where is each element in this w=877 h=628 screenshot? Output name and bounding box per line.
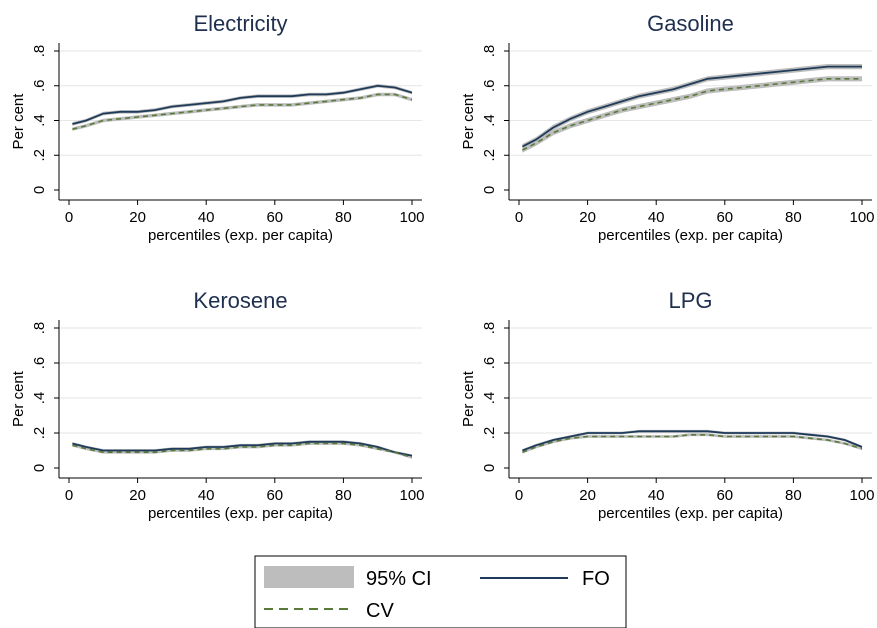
y-axis-label: Per cent [10, 93, 27, 150]
x-tick-label: 20 [129, 209, 146, 226]
y-tick-label: .2 [31, 149, 48, 162]
x-tick-label: 60 [266, 209, 283, 226]
x-tick-label: 0 [65, 487, 73, 504]
legend-fo-label: FO [582, 568, 610, 590]
panel-kerosene: Kerosene 0 .2 .4 .6 .8 Per cent 0 20 40 60 80 100 per… [10, 288, 425, 522]
y-tick-label: 0 [481, 464, 498, 472]
y-tick-label: .2 [481, 149, 498, 162]
series-line-fo [72, 440, 413, 457]
legend-ci-swatch [264, 566, 354, 588]
series-line-cv [522, 78, 862, 151]
y-tick-label: .4 [31, 114, 48, 127]
y-axis-label: Per cent [460, 370, 477, 427]
panel-gasoline: Gasoline 0 .2 .4 .6 .8 Per cent 0 20 40 60 80 100 per… [460, 11, 875, 244]
ci-band-cv [522, 76, 862, 153]
panel-title: Kerosene [193, 288, 287, 313]
x-tick-label: 80 [335, 487, 352, 504]
series-line-fo [72, 84, 413, 125]
y-axis-label: Per cent [460, 93, 477, 150]
y-tick-label: .2 [481, 427, 498, 440]
y-tick-label: .8 [481, 45, 498, 58]
y-tick-label: .4 [31, 392, 48, 405]
x-axis-label: percentiles (exp. per capita) [148, 227, 333, 244]
x-tick-label: 0 [515, 209, 523, 226]
x-tick-label: 60 [716, 487, 733, 504]
series-line-cv [72, 93, 413, 130]
x-tick-label: 0 [515, 487, 523, 504]
x-tick-label: 80 [335, 209, 352, 226]
x-tick-label: 40 [198, 209, 215, 226]
x-tick-label: 60 [716, 209, 733, 226]
x-tick-label: 40 [648, 487, 665, 504]
ci-band-cv [72, 92, 413, 131]
x-axis-label: percentiles (exp. per capita) [148, 505, 333, 522]
y-tick-label: 0 [31, 464, 48, 472]
x-tick-label: 20 [579, 487, 596, 504]
series-line-cv [522, 433, 863, 454]
panel-electricity: Electricity 0 .2 .4 .6 .8 Per cent 0 20 40 60 80 100… [10, 11, 425, 244]
x-tick-label: 100 [399, 487, 424, 504]
x-tick-label: 20 [129, 487, 146, 504]
x-tick-label: 80 [785, 209, 802, 226]
series-line-fo [521, 65, 862, 148]
x-tick-label: 100 [399, 209, 424, 226]
y-tick-label: .6 [31, 357, 48, 370]
panel-title: Gasoline [647, 11, 734, 36]
y-tick-label: .8 [481, 322, 498, 335]
panel-title: LPG [668, 288, 712, 313]
x-tick-label: 0 [65, 209, 73, 226]
x-tick-label: 20 [579, 209, 596, 226]
legend: 95% CI FO CV [254, 555, 627, 628]
x-tick-label: 40 [648, 209, 665, 226]
y-tick-label: 0 [31, 186, 48, 194]
legend-ci-label: 95% CI [366, 568, 432, 590]
x-tick-label: 100 [849, 487, 874, 504]
y-tick-label: .2 [31, 427, 48, 440]
y-tick-label: .6 [31, 79, 48, 92]
y-tick-label: 0 [481, 186, 498, 194]
x-axis-label: percentiles (exp. per capita) [598, 505, 783, 522]
panels: Electricity 0 .2 .4 .6 .8 Per cent 0 20 40 60 80 100… [10, 11, 875, 522]
panel-lpg: LPG 0 .2 .4 .6 .8 Per cent 0 20 40 60 80 100 percenti… [460, 288, 875, 522]
y-tick-label: .4 [481, 114, 498, 127]
ci-band-fo [522, 64, 862, 150]
y-tick-label: .8 [31, 322, 48, 335]
x-tick-label: 40 [198, 487, 215, 504]
panel-title: Electricity [193, 11, 287, 36]
x-tick-label: 100 [849, 209, 874, 226]
y-axis-label: Per cent [10, 370, 27, 427]
series-line-fo [522, 430, 863, 452]
legend-cv-label: CV [366, 600, 394, 622]
x-axis-label: percentiles (exp. per capita) [598, 227, 783, 244]
y-tick-label: .6 [481, 357, 498, 370]
y-tick-label: .4 [481, 392, 498, 405]
series-line-cv [72, 442, 413, 459]
x-tick-label: 80 [785, 487, 802, 504]
y-tick-label: .6 [481, 79, 498, 92]
y-tick-label: .8 [31, 45, 48, 58]
x-tick-label: 60 [266, 487, 283, 504]
